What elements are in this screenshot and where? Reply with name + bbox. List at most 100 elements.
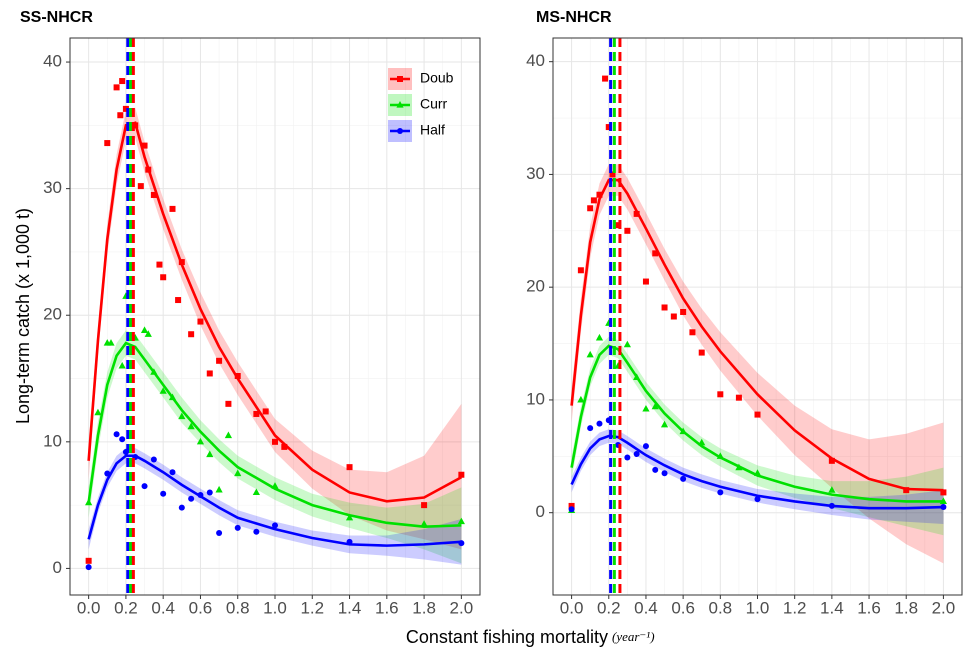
- y-axis-label: Long-term catch (x 1,000 t): [13, 208, 33, 424]
- y-tick-label: 0: [536, 502, 545, 521]
- point: [141, 483, 148, 490]
- y-tick-label: 0: [53, 558, 62, 577]
- point: [420, 520, 428, 527]
- x-tick-label: 1.2: [783, 598, 807, 617]
- point: [144, 330, 152, 337]
- point: [119, 78, 126, 85]
- plot-border: [69, 37, 481, 596]
- point: [119, 436, 126, 443]
- point: [150, 456, 157, 463]
- smooth-line: [87, 121, 462, 503]
- point: [224, 431, 233, 439]
- x-tick-label: 0.2: [597, 598, 621, 617]
- point: [113, 84, 120, 91]
- point: [828, 486, 836, 493]
- x-tick-label: 1.0: [263, 598, 287, 617]
- confidence-band: [571, 336, 944, 536]
- point: [216, 529, 223, 536]
- point: [623, 340, 631, 348]
- point: [596, 191, 603, 198]
- point: [624, 454, 631, 461]
- confidence-band: [88, 448, 462, 565]
- point: [717, 489, 724, 496]
- point: [253, 528, 260, 535]
- point: [188, 331, 195, 338]
- point: [85, 564, 92, 571]
- y-tick-label: 30: [526, 164, 545, 183]
- point: [215, 485, 223, 493]
- point: [633, 210, 640, 217]
- point: [169, 469, 176, 476]
- point: [940, 489, 947, 496]
- point: [633, 451, 640, 458]
- point: [160, 490, 167, 497]
- point: [140, 326, 149, 334]
- y-tick-label: 20: [43, 305, 62, 324]
- point: [234, 524, 241, 531]
- point: [670, 313, 677, 320]
- point: [642, 278, 649, 285]
- smooth-line: [570, 434, 944, 510]
- point: [117, 112, 124, 119]
- point: [661, 470, 668, 477]
- point: [609, 171, 616, 178]
- panel-title: SS-NHCR: [20, 9, 93, 26]
- y-tick-label: 40: [43, 52, 62, 71]
- x-tick-label: 1.6: [375, 598, 399, 617]
- point: [178, 412, 186, 420]
- point: [234, 469, 242, 477]
- point: [660, 420, 669, 428]
- point: [107, 339, 115, 346]
- point: [160, 274, 167, 281]
- point: [206, 489, 213, 496]
- x-tick-label: 1.8: [894, 598, 918, 617]
- x-tick-label: 1.8: [412, 598, 436, 617]
- x-tick-label: 0.4: [634, 598, 658, 617]
- point: [225, 400, 232, 407]
- x-axis-unit: (year⁻¹): [612, 629, 655, 644]
- point: [680, 475, 687, 482]
- point: [717, 391, 724, 398]
- legend-label: Doub: [420, 70, 454, 86]
- x-tick-label: 1.4: [338, 598, 362, 617]
- point: [595, 333, 604, 341]
- point: [188, 495, 195, 502]
- point: [828, 457, 835, 464]
- point: [590, 197, 597, 204]
- point: [253, 410, 260, 417]
- point: [642, 404, 650, 412]
- x-tick-label: 0.8: [708, 598, 732, 617]
- point: [169, 205, 176, 212]
- point: [216, 357, 223, 364]
- legend-key-point: [397, 76, 403, 82]
- point: [150, 191, 157, 198]
- point: [196, 437, 205, 445]
- point: [651, 402, 659, 410]
- point: [113, 431, 120, 438]
- x-tick-label: 1.6: [857, 598, 881, 617]
- point: [272, 438, 278, 445]
- plot-area: [567, 38, 948, 595]
- point: [596, 420, 603, 427]
- x-tick-label: 0.6: [189, 598, 213, 617]
- point: [206, 370, 213, 377]
- x-tick-label: 1.0: [746, 598, 770, 617]
- confidence-band: [88, 330, 462, 564]
- x-tick-label: 0.0: [77, 598, 101, 617]
- point: [568, 502, 575, 509]
- y-tick-label: 20: [526, 277, 545, 296]
- y-tick-label: 10: [526, 389, 545, 408]
- x-tick-label: 2.0: [450, 598, 474, 617]
- point: [586, 350, 594, 358]
- point: [652, 250, 659, 257]
- panel-title: MS-NHCR: [536, 9, 612, 26]
- x-tick-label: 0.4: [151, 598, 175, 617]
- point: [577, 267, 584, 274]
- point: [568, 506, 575, 513]
- point: [85, 557, 92, 564]
- legend-label: Half: [420, 122, 445, 138]
- point: [642, 443, 649, 450]
- point: [661, 304, 668, 311]
- point: [754, 496, 761, 503]
